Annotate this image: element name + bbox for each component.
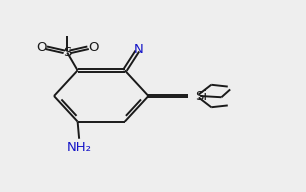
Text: O: O: [36, 41, 47, 54]
Text: NH₂: NH₂: [67, 141, 91, 154]
Text: N: N: [133, 43, 143, 56]
Text: Si: Si: [195, 89, 207, 103]
Text: O: O: [88, 41, 99, 54]
Text: S: S: [63, 46, 71, 59]
